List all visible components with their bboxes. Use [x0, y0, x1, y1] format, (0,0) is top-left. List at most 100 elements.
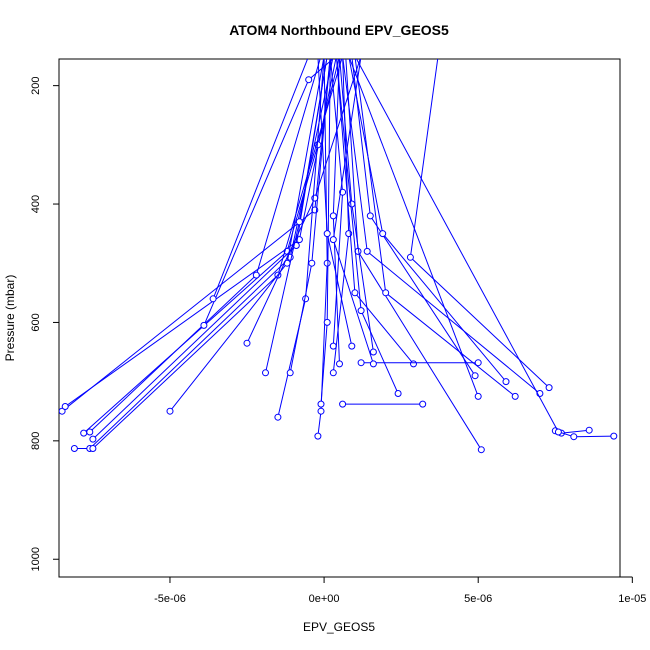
profile-series — [339, 400, 427, 408]
data-point — [70, 445, 78, 452]
x-tick-label: 0e+00 — [309, 593, 340, 605]
data-point — [369, 348, 377, 356]
data-point — [357, 307, 365, 315]
profile-series — [80, 59, 340, 437]
data-point — [357, 359, 365, 367]
profile-series — [355, 59, 562, 436]
data-point — [323, 259, 331, 267]
x-tick-label: 5e-06 — [464, 593, 492, 605]
data-point — [262, 369, 269, 377]
x-axis-label: EPV_GEOS5 — [303, 620, 375, 634]
data-point — [166, 407, 174, 415]
series-line — [349, 59, 479, 397]
data-point — [323, 318, 331, 326]
profile-series — [349, 59, 482, 400]
data-point — [329, 212, 337, 220]
data-point — [323, 230, 331, 238]
data-point — [406, 253, 414, 261]
profile-series — [351, 59, 479, 380]
data-point — [329, 342, 337, 350]
data-point — [305, 76, 313, 84]
series-line — [61, 59, 331, 412]
y-axis: 200 400 600 800 1000 — [30, 76, 60, 571]
data-point — [363, 247, 371, 255]
data-point — [329, 369, 337, 377]
data-point — [366, 212, 374, 220]
data-point — [336, 360, 343, 368]
data-point — [314, 432, 322, 440]
series-line — [561, 429, 590, 434]
data-point — [80, 429, 88, 437]
data-point — [200, 321, 208, 329]
y-tick-label: 600 — [30, 313, 42, 331]
profile-series — [336, 59, 402, 397]
series-layer — [59, 59, 618, 454]
profile-series — [317, 59, 356, 350]
series-line — [83, 59, 340, 434]
y-tick-label: 800 — [30, 432, 42, 450]
profile-series — [557, 426, 593, 437]
data-point — [308, 259, 316, 267]
profile-series — [329, 59, 343, 368]
data-point — [610, 432, 618, 440]
profile-series — [317, 59, 331, 408]
series-line — [212, 59, 309, 299]
data-point — [554, 428, 562, 436]
data-point — [339, 400, 347, 408]
data-point — [317, 400, 325, 408]
series-line — [74, 59, 334, 449]
data-point — [382, 289, 390, 297]
profile-series — [286, 59, 331, 377]
data-point — [59, 407, 66, 415]
data-point — [585, 426, 593, 434]
profile-series — [406, 59, 553, 392]
data-point — [243, 339, 251, 347]
data-point — [379, 230, 387, 238]
x-tick-label: -5e-06 — [154, 593, 186, 605]
data-point — [474, 359, 482, 367]
data-point — [295, 218, 303, 226]
profile-series — [357, 359, 482, 367]
data-point — [61, 403, 69, 410]
series-line — [355, 59, 559, 433]
data-point — [545, 384, 553, 392]
profile-series — [329, 59, 377, 368]
data-point — [511, 392, 519, 400]
y-tick-label: 200 — [30, 76, 42, 94]
data-point — [86, 428, 94, 436]
data-point — [329, 236, 337, 244]
y-axis-label: Pressure (mbar) — [3, 275, 17, 362]
x-tick-label: 1e-05 — [618, 593, 646, 605]
profile-series — [86, 59, 321, 436]
data-point — [317, 407, 325, 415]
data-point — [209, 295, 217, 303]
profile-series — [354, 59, 519, 400]
data-point — [394, 390, 402, 397]
data-point — [274, 413, 282, 421]
profile-series — [209, 59, 309, 303]
data-point — [502, 378, 510, 386]
series-line — [265, 59, 328, 373]
x-axis: -5e-06 0e+00 5e-06 1e-05 — [154, 576, 646, 605]
y-tick-label: 400 — [30, 195, 42, 213]
chart-title: ATOM4 Northbound EPV_GEOS5 — [229, 22, 449, 38]
data-point — [474, 392, 482, 400]
data-point — [471, 372, 479, 380]
data-point — [348, 200, 356, 208]
series-line — [317, 59, 328, 437]
profile-series — [89, 59, 343, 452]
profile-series — [314, 59, 331, 440]
data-point — [89, 445, 97, 452]
data-point — [351, 289, 359, 297]
profile-series — [200, 59, 334, 329]
series-line — [92, 59, 343, 449]
series-line — [409, 59, 550, 388]
y-tick-label: 1000 — [30, 547, 42, 571]
data-point — [89, 435, 97, 443]
data-point — [286, 369, 294, 377]
data-point — [477, 446, 485, 454]
data-point — [570, 433, 578, 441]
series-line — [336, 59, 399, 394]
data-point — [348, 342, 356, 350]
